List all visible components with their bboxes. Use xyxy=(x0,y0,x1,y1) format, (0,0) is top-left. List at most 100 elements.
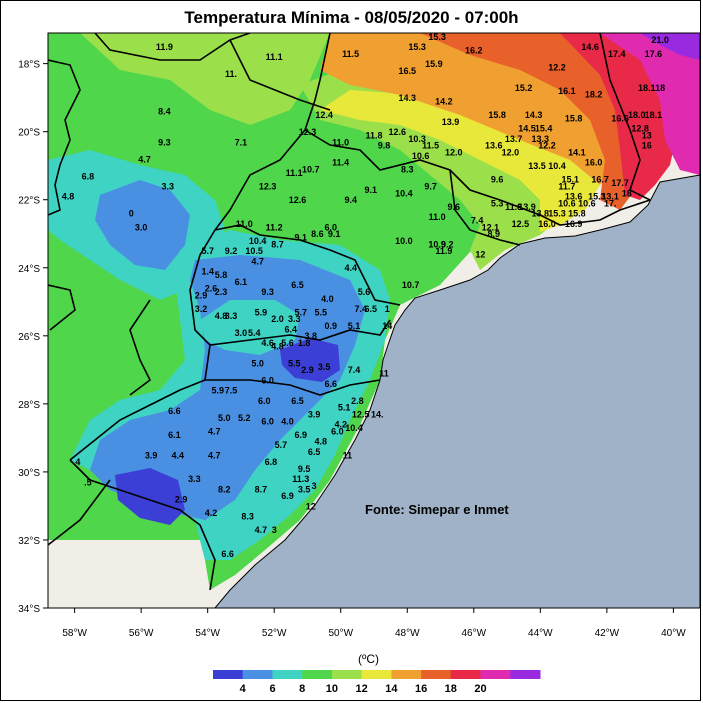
station-value: 12.5 xyxy=(512,219,530,229)
station-value: 4.4 xyxy=(171,450,184,460)
station-value: 10.9 xyxy=(428,239,446,249)
station-value: 11.1 xyxy=(266,52,283,62)
station-value: 4 xyxy=(75,457,80,467)
station-value: 16.5 xyxy=(399,66,417,76)
station-value: 10.7 xyxy=(302,165,320,175)
station-value: 7.4 xyxy=(354,304,367,314)
station-value: 3 xyxy=(272,525,277,535)
station-value: 15.8 xyxy=(568,209,586,219)
station-value: 15.2 xyxy=(515,83,533,93)
station-value: 16.9 xyxy=(565,219,583,229)
station-value: 8.7 xyxy=(271,239,284,249)
station-value: 11 xyxy=(379,369,389,379)
colorbar-segment xyxy=(213,670,244,679)
station-value: 15.3 xyxy=(548,209,566,219)
station-value: 5.6 xyxy=(358,287,371,297)
colorbar-tick-label: 6 xyxy=(269,683,275,695)
station-value: 12 xyxy=(475,250,485,260)
station-value: 6.6 xyxy=(221,549,234,559)
station-value: 9.1 xyxy=(295,233,308,243)
lon-tick-label: 42°W xyxy=(595,628,620,639)
colorbar-tick-label: 10 xyxy=(326,683,338,695)
station-value: 4.8 xyxy=(271,341,284,351)
station-value: 2.9 xyxy=(195,290,208,300)
station-value: 4.7 xyxy=(251,256,264,266)
station-value: 8.3 xyxy=(241,512,254,522)
station-value: 5.1 xyxy=(338,403,351,413)
station-value: 14. xyxy=(371,410,384,420)
station-value: 9.3 xyxy=(261,287,274,297)
station-value: 13.6 xyxy=(565,192,583,202)
station-value: 3.3 xyxy=(188,474,201,484)
station-value: 11.0 xyxy=(236,219,253,229)
station-value: 11.5 xyxy=(422,141,439,151)
station-value: 3.5 xyxy=(298,484,311,494)
station-value: 14.1 xyxy=(568,148,586,158)
station-value: 18 xyxy=(622,188,632,198)
station-value: 18.2 xyxy=(585,90,603,100)
station-value: 5.7 xyxy=(275,440,288,450)
station-value: 4.8 xyxy=(315,437,328,447)
station-value: 10.5 xyxy=(245,246,263,256)
station-value: 12.5 xyxy=(352,410,370,420)
station-value: 13.1 xyxy=(601,192,619,202)
station-value: 3 xyxy=(312,481,317,491)
station-value: 0 xyxy=(129,209,134,219)
station-value: 6.0 xyxy=(261,416,274,426)
coastline xyxy=(214,174,700,608)
station-value: 2.9 xyxy=(301,365,314,375)
station-value: 5.5 xyxy=(315,307,328,317)
station-value: 2.0 xyxy=(271,314,284,324)
station-value: 5.9 xyxy=(255,307,268,317)
station-value: 11.1 xyxy=(286,168,303,178)
station-value: 18.0 xyxy=(628,110,646,120)
station-value: 9.2 xyxy=(441,239,454,249)
station-value: 5.0 xyxy=(218,413,231,423)
colorbar-segment xyxy=(272,670,303,679)
station-value: 6.9 xyxy=(295,430,308,440)
station-value: 11.9 xyxy=(435,246,452,256)
station-value: 9.2 xyxy=(225,246,238,256)
station-value: 6.5 xyxy=(308,447,321,457)
station-value: 12.1 xyxy=(482,222,500,232)
band-red-orange xyxy=(420,33,645,210)
station-value: 4.7 xyxy=(208,450,221,460)
station-value: 12.4 xyxy=(315,110,333,120)
station-value: 17.6 xyxy=(645,49,663,59)
station-value: 9.5 xyxy=(298,464,311,474)
station-value: 12.0 xyxy=(502,148,520,158)
station-value: 17. xyxy=(604,199,617,209)
map-title: Temperatura Mínima - 08/05/2020 - 07:00h xyxy=(184,8,519,27)
colorbar-segment xyxy=(242,670,273,679)
station-value: 14.3 xyxy=(525,110,543,120)
colorbar-segment xyxy=(510,670,541,679)
station-value: 11.0 xyxy=(332,137,349,147)
ocean xyxy=(215,175,700,608)
colorbar-segment xyxy=(331,670,363,679)
station-value: 13.6 xyxy=(485,141,503,151)
station-value: 12.6 xyxy=(389,127,407,137)
station-value: 10.4 xyxy=(249,236,267,246)
station-value: 15.8 xyxy=(488,110,506,120)
lon-tick-label: 40°W xyxy=(661,628,686,639)
station-value: 6.0 xyxy=(258,396,271,406)
colorbar-segment xyxy=(450,670,481,679)
band-deep-blue-center xyxy=(280,338,340,382)
station-value: 8.9 xyxy=(488,229,501,239)
station-value: 11.2 xyxy=(266,222,283,232)
station-value: 7.4 xyxy=(471,216,484,226)
station-value: 5.7 xyxy=(295,307,308,317)
station-value: 5.0 xyxy=(251,358,264,368)
lat-tick-label: 28°S xyxy=(18,400,40,411)
colorbar-tick-label: 16 xyxy=(415,683,427,695)
station-value: 12.8 xyxy=(631,124,649,134)
station-value: 14.6 xyxy=(581,42,599,52)
station-value: 1.8 xyxy=(298,338,311,348)
station-value: 16.6 xyxy=(611,114,629,124)
station-value: 13 xyxy=(642,131,652,141)
station-value: 11. xyxy=(225,69,237,79)
station-value: 10.6 xyxy=(412,151,430,161)
station-value: 13.5 xyxy=(528,161,546,171)
station-value: 16.7 xyxy=(591,175,609,185)
